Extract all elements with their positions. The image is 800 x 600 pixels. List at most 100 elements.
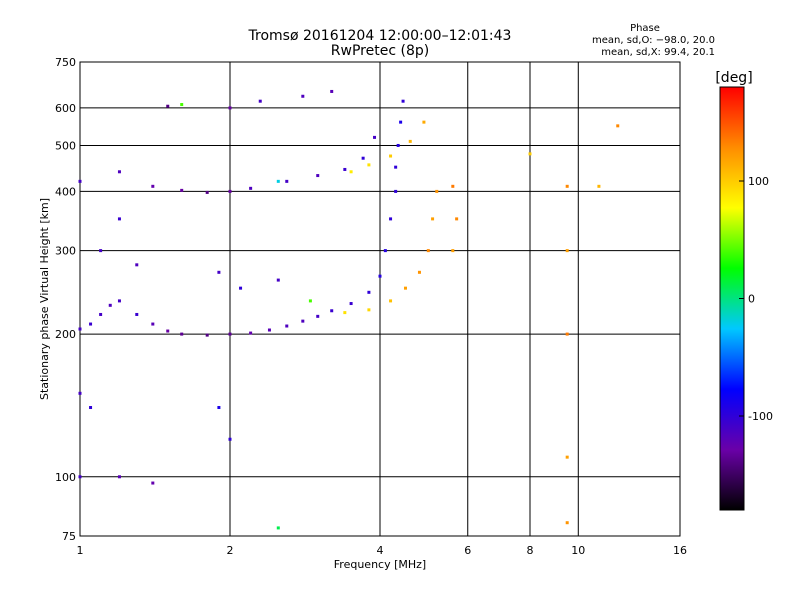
data-point <box>528 152 532 156</box>
data-point <box>383 249 387 253</box>
data-point <box>308 299 312 303</box>
data-point <box>99 312 103 316</box>
data-points <box>78 89 620 530</box>
data-point <box>258 99 262 103</box>
x-tick-label: 10 <box>571 544 585 557</box>
chart-subtitle: RwPretec (8p) <box>331 43 429 59</box>
data-point <box>367 163 371 167</box>
data-point <box>349 302 353 306</box>
data-point <box>228 106 232 110</box>
data-point <box>396 143 400 147</box>
data-point <box>389 154 393 158</box>
data-point <box>117 217 121 221</box>
data-point <box>367 290 371 294</box>
data-point <box>431 217 435 221</box>
grid-lines <box>79 61 681 537</box>
data-point <box>565 184 569 188</box>
data-point <box>417 270 421 274</box>
data-point <box>343 167 347 171</box>
data-point <box>117 475 121 479</box>
data-point <box>89 406 93 410</box>
data-point <box>285 179 289 183</box>
y-tick-label: 100 <box>55 471 76 484</box>
data-point <box>343 311 347 315</box>
data-point <box>394 189 398 193</box>
y-tick-label: 400 <box>55 185 76 198</box>
data-point <box>217 406 221 410</box>
data-point <box>285 324 289 328</box>
data-point <box>276 278 280 282</box>
data-point <box>108 303 112 307</box>
data-point <box>451 184 455 188</box>
colorbar-ticks: 100 0 -100 <box>739 175 773 423</box>
data-point <box>180 103 184 107</box>
data-point <box>249 331 253 335</box>
data-point <box>117 170 121 174</box>
y-tick-label: 300 <box>55 245 76 258</box>
data-point <box>455 217 459 221</box>
data-point <box>205 190 209 194</box>
data-point <box>316 314 320 318</box>
data-point <box>435 189 439 193</box>
y-axis-label: Stationary phase Virtual Height [km] <box>38 198 51 400</box>
data-point <box>267 328 271 332</box>
data-point <box>330 309 334 313</box>
colorbar-unit-label: [deg] <box>715 70 752 86</box>
x-tick-label: 1 <box>77 544 84 557</box>
x-tick-label: 4 <box>377 544 384 557</box>
x-axis-label: Frequency [MHz] <box>334 558 426 571</box>
data-point <box>78 327 82 331</box>
data-point <box>180 188 184 192</box>
x-tick-label: 8 <box>527 544 534 557</box>
data-point <box>78 475 82 479</box>
data-point <box>166 104 170 108</box>
data-point <box>249 186 253 190</box>
x-axis-ticks: 1 2 4 6 8 10 16 <box>77 544 688 557</box>
colorbar-tick-label: 100 <box>748 175 769 188</box>
data-point <box>408 139 412 143</box>
data-point <box>401 99 405 103</box>
data-point <box>367 308 371 312</box>
phase-box-line-o: mean, sd,O: −98.0, 20.0 <box>592 35 715 46</box>
data-point <box>228 189 232 193</box>
x-tick-label: 6 <box>464 544 471 557</box>
data-point <box>217 270 221 274</box>
data-point <box>301 319 305 323</box>
data-point <box>403 286 407 290</box>
data-point <box>389 299 393 303</box>
data-point <box>565 332 569 336</box>
data-point <box>228 332 232 336</box>
data-point <box>451 249 455 253</box>
y-tick-label: 750 <box>55 56 76 69</box>
data-point <box>394 165 398 169</box>
y-tick-label: 500 <box>55 139 76 152</box>
data-point <box>117 299 121 303</box>
data-point <box>565 249 569 253</box>
data-point <box>99 249 103 253</box>
data-point <box>399 120 403 124</box>
data-point <box>151 322 155 326</box>
data-point <box>422 120 426 124</box>
data-point <box>349 170 353 174</box>
y-tick-label: 75 <box>62 530 76 543</box>
data-point <box>135 312 139 316</box>
data-point <box>565 455 569 459</box>
colorbar-tick-label: 0 <box>748 293 755 306</box>
data-point <box>373 135 377 139</box>
data-point <box>616 124 620 128</box>
data-point <box>330 89 334 93</box>
data-point <box>180 332 184 336</box>
data-point <box>89 322 93 326</box>
phase-box-title: Phase <box>630 23 660 34</box>
colorbar-tick-label: -100 <box>748 410 773 423</box>
data-point <box>378 274 382 278</box>
data-point <box>426 249 430 253</box>
data-point <box>301 94 305 98</box>
data-point <box>166 329 170 333</box>
data-point <box>228 437 232 441</box>
x-tick-label: 2 <box>227 544 234 557</box>
data-point <box>135 263 139 267</box>
data-point <box>239 286 243 290</box>
data-point <box>597 184 601 188</box>
data-point <box>205 333 209 337</box>
